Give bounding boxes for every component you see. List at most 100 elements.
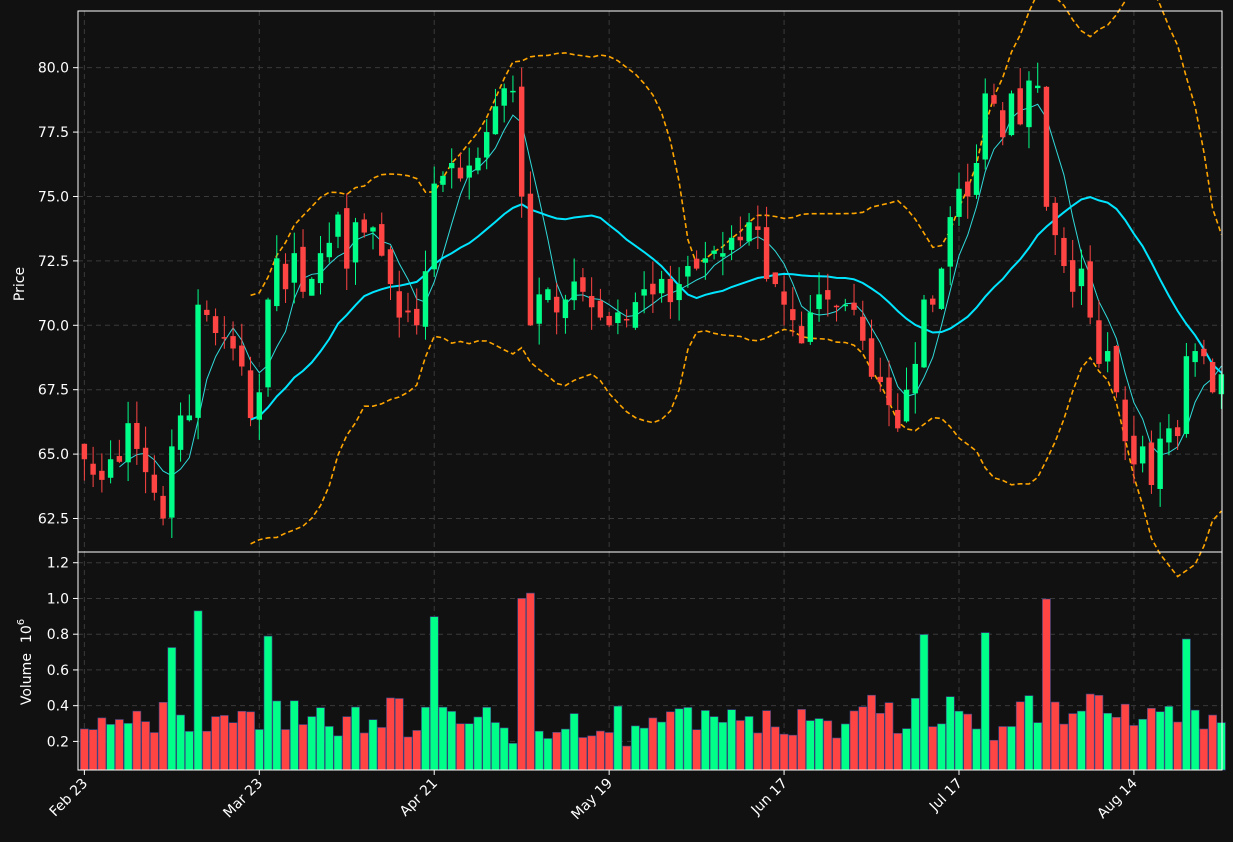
volume-bar	[823, 720, 833, 771]
candle-body	[449, 162, 455, 169]
candle-body	[615, 312, 621, 324]
volume-bar	[893, 733, 903, 771]
volume-bar	[456, 723, 465, 771]
candle-body	[317, 253, 324, 284]
volume-bar	[499, 727, 509, 771]
volume-bar	[202, 730, 212, 771]
volume-bar	[875, 713, 885, 771]
candle-body	[1034, 85, 1041, 89]
candle-body	[256, 392, 263, 420]
candle-body	[667, 279, 674, 303]
candle-body	[1174, 427, 1181, 437]
volume-bar	[211, 716, 220, 771]
volume-axis-multiplier: 10	[19, 625, 35, 643]
candle-body	[1122, 399, 1128, 442]
volume-bar	[972, 728, 981, 771]
volume-bar	[517, 598, 527, 771]
candle-body	[877, 376, 883, 382]
volume-bar	[298, 724, 308, 771]
price-tick-label: 70.0	[38, 318, 69, 334]
candle-body	[1078, 268, 1085, 287]
candle-body	[309, 278, 315, 296]
volume-bar	[858, 706, 868, 771]
volume-bar	[123, 723, 133, 771]
candle-body	[886, 377, 892, 406]
slow-moving-average-line	[250, 196, 1223, 421]
candle-body	[492, 106, 499, 135]
candle-body	[239, 345, 245, 367]
candle-body	[790, 309, 796, 321]
volume-bar	[1147, 707, 1156, 771]
candle-body	[1201, 348, 1207, 357]
volume-bar	[228, 722, 238, 771]
volume-bar	[88, 729, 98, 771]
price-tick-label: 77.5	[38, 125, 69, 141]
bollinger-bands	[250, 0, 1223, 578]
candle-body	[1017, 88, 1023, 125]
candle-body	[247, 370, 254, 419]
volume-bars	[80, 592, 1226, 771]
volume-bar	[543, 738, 553, 771]
volume-bar	[1173, 721, 1182, 771]
volume-bar	[429, 616, 439, 771]
candle-body	[125, 423, 131, 463]
volume-bar	[1050, 701, 1060, 771]
volume-tick-label: 0.8	[47, 627, 69, 643]
candle-body	[501, 88, 507, 106]
volume-bar	[998, 726, 1008, 771]
candle-body	[527, 193, 534, 326]
volume-bar	[359, 732, 369, 771]
volume-bar	[438, 706, 448, 771]
volume-bar	[1217, 722, 1226, 771]
candle-body	[291, 253, 297, 283]
volume-bar	[254, 729, 264, 771]
volume-bar	[176, 714, 185, 771]
candle-body	[1087, 261, 1093, 318]
volume-bar	[963, 713, 973, 771]
price-tick-label: 65.0	[38, 447, 69, 463]
volume-bar	[814, 718, 824, 771]
candle-body	[580, 277, 586, 292]
candle-body	[895, 409, 901, 429]
candle-body	[781, 291, 787, 305]
volume-bar	[351, 706, 360, 771]
volume-bar	[867, 694, 876, 771]
volume-bar	[307, 716, 317, 771]
volume-bar	[692, 729, 701, 771]
candle-body	[422, 271, 429, 327]
volume-bar	[1077, 710, 1086, 771]
candle-body	[177, 415, 184, 450]
volume-bar	[596, 730, 605, 771]
candle-body	[982, 93, 988, 160]
candle-body	[1104, 351, 1111, 362]
candle-body	[396, 291, 402, 318]
price-tick-label: 75.0	[38, 189, 69, 205]
candle-body	[186, 415, 193, 421]
volume-bar	[832, 737, 841, 771]
candle-body	[763, 227, 770, 279]
volume-bar	[902, 728, 911, 771]
volume-bar	[508, 743, 518, 771]
candle-body	[973, 162, 980, 195]
volume-bar	[587, 735, 596, 771]
volume-bar	[263, 635, 273, 771]
candle-body	[930, 298, 936, 305]
volume-bar	[1024, 695, 1034, 771]
volume-axis-exponent: 6	[16, 619, 27, 625]
candle-body	[711, 250, 717, 254]
candle-body	[1131, 435, 1137, 465]
candle-body	[414, 308, 420, 326]
volume-bar	[552, 732, 561, 771]
candle-body	[562, 299, 569, 319]
volume-bar	[954, 710, 964, 771]
candle-body	[1139, 446, 1146, 464]
volume-bar	[132, 710, 142, 771]
volume-bar	[447, 711, 457, 771]
candle-body	[623, 318, 630, 321]
volume-bar	[840, 723, 850, 771]
volume-bar	[80, 728, 89, 771]
candle-body	[571, 281, 577, 301]
volume-bar	[473, 716, 483, 771]
candle-body	[1148, 442, 1155, 486]
volume-bar	[736, 720, 745, 771]
